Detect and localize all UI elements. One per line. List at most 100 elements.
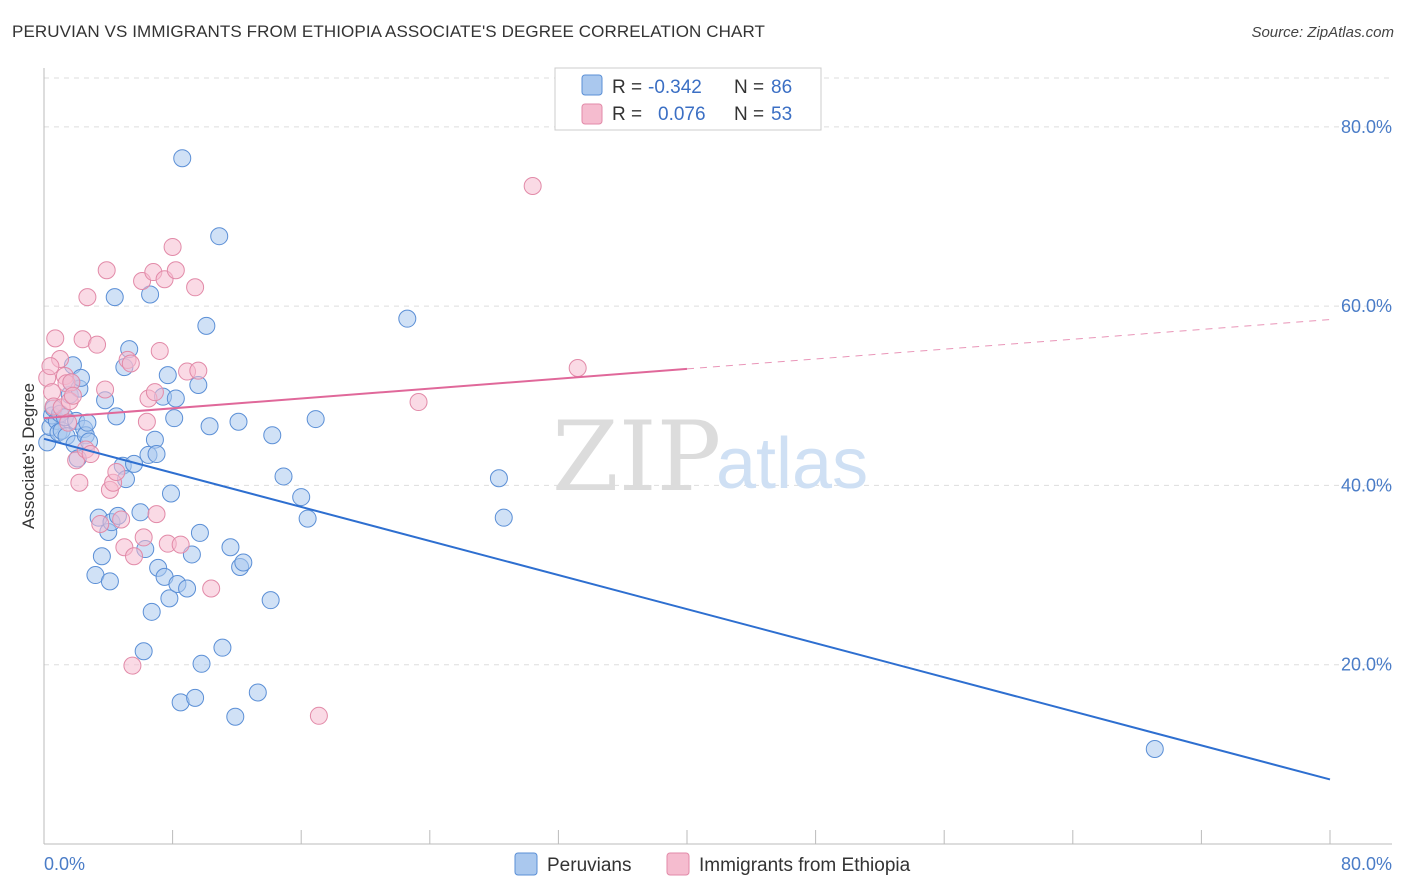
ethiopia-point <box>121 354 140 373</box>
peruvian-point <box>100 572 119 591</box>
peruvian-point <box>306 410 325 429</box>
peruvian-point <box>178 579 197 598</box>
legend-r-label-1: R = <box>612 77 642 98</box>
watermark-atlas: atlas <box>716 424 868 504</box>
peruvian-point <box>192 654 211 673</box>
ethiopia-point <box>46 329 65 348</box>
legend-r-value-2: 0.076 <box>658 104 706 125</box>
series-legend-label-ethiopia: Immigrants from Ethiopia <box>699 855 911 876</box>
ethiopia-point <box>96 380 115 399</box>
peruvian-point <box>147 445 166 464</box>
ethiopia-point <box>163 237 182 256</box>
peruvian-point <box>494 508 513 527</box>
peruvian-point <box>158 366 177 385</box>
peruvian-point <box>200 417 219 436</box>
peruvian-point <box>292 488 311 507</box>
ethiopia-point <box>309 706 328 725</box>
grid-layer <box>43 77 1392 844</box>
ethiopia-point <box>81 445 100 464</box>
stats-legend: R = -0.342 N = 86 R = 0.076 N = 53 <box>554 67 822 131</box>
peruvian-point <box>173 149 192 168</box>
peruvian-point <box>141 285 160 304</box>
peruvian-point <box>142 602 161 621</box>
peruvian-point <box>165 409 184 428</box>
peruvian-point <box>226 707 245 726</box>
chart-title: PERUVIAN VS IMMIGRANTS FROM ETHIOPIA ASS… <box>12 22 765 41</box>
chart-source: Source: ZipAtlas.com <box>1251 24 1394 41</box>
watermark-zip: ZIP <box>552 401 721 513</box>
peruvian-point <box>274 467 293 486</box>
y-tick-label: 40.0% <box>1341 475 1392 495</box>
ethiopia-point <box>88 335 107 354</box>
ethiopia-point <box>166 261 185 280</box>
peruvian-point <box>92 547 111 566</box>
ethiopia-point <box>523 176 542 195</box>
peruvian-point <box>131 503 150 522</box>
peruvian-point <box>213 638 232 657</box>
ethiopia-point <box>59 413 78 432</box>
series-legend-label-peruvians: Peruvians <box>547 855 632 876</box>
series-legend: Peruvians Immigrants from Ethiopia <box>514 852 911 876</box>
peruvian-point <box>248 683 267 702</box>
peruvian-point <box>161 484 180 503</box>
x-tick-label-max: 80.0% <box>1341 854 1392 874</box>
y-tick-label: 80.0% <box>1341 117 1392 137</box>
ethiopia-trend-line-extension <box>686 319 1331 370</box>
peruvian-point <box>221 538 240 557</box>
peruvian-point <box>166 389 185 408</box>
trend-layer <box>43 319 1331 781</box>
ethiopia-trend-line <box>43 367 688 420</box>
y-tick-label: 60.0% <box>1341 296 1392 316</box>
ethiopia-point <box>568 358 587 377</box>
legend-swatch-peruvians <box>581 74 603 96</box>
peruvians-trend-line <box>43 437 1331 781</box>
axis-layer <box>43 68 1392 845</box>
legend-n-value-1: 86 <box>771 77 792 98</box>
y-axis-label: Associate's Degree <box>19 383 38 529</box>
ethiopia-point <box>171 535 190 554</box>
legend-n-label-2: N = <box>734 104 764 125</box>
ethiopia-point <box>123 656 142 675</box>
peruvian-point <box>263 426 282 445</box>
ethiopia-point <box>97 261 116 280</box>
ethiopia-point <box>70 473 89 492</box>
peruvian-point <box>298 509 317 528</box>
peruvian-point <box>489 469 508 488</box>
ethiopia-point <box>145 383 164 402</box>
ethiopia-point <box>189 361 208 380</box>
ethiopia-point <box>202 579 221 598</box>
peruvian-point <box>190 523 209 542</box>
watermark: ZIP atlas <box>552 401 868 513</box>
peruvian-point <box>105 288 124 307</box>
ethiopia-point <box>112 510 131 529</box>
peruvian-point <box>398 309 417 328</box>
legend-r-value-1: -0.342 <box>648 77 702 98</box>
peruvian-point <box>186 688 205 707</box>
legend-n-value-2: 53 <box>771 104 792 125</box>
legend-n-label-1: N = <box>734 77 764 98</box>
series-legend-swatch-ethiopia <box>666 852 690 876</box>
peruvian-point <box>134 642 153 661</box>
ethiopia-point <box>150 341 169 360</box>
peruvian-point <box>210 227 229 246</box>
legend-swatch-ethiopia <box>581 103 603 125</box>
ethiopia-point <box>147 505 166 524</box>
ethiopia-point <box>78 288 97 307</box>
legend-r-label-2: R = <box>612 104 642 125</box>
ethiopia-point <box>107 462 126 481</box>
peruvian-point <box>261 591 280 610</box>
peruvian-point <box>1145 739 1164 758</box>
ethiopia-point <box>125 547 144 566</box>
ethiopia-point <box>41 357 60 376</box>
peruvian-point <box>78 413 97 432</box>
series-legend-swatch-peruvians <box>514 852 538 876</box>
y-tick-label: 20.0% <box>1341 655 1392 675</box>
ethiopia-point <box>186 278 205 297</box>
ethiopia-point <box>137 412 156 431</box>
peruvian-point <box>107 407 126 426</box>
ethiopia-point <box>91 514 110 533</box>
ethiopia-point <box>134 528 153 547</box>
y-tick-labels: 20.0% 40.0% 60.0% 80.0% <box>1341 117 1392 675</box>
peruvian-point <box>234 553 253 572</box>
